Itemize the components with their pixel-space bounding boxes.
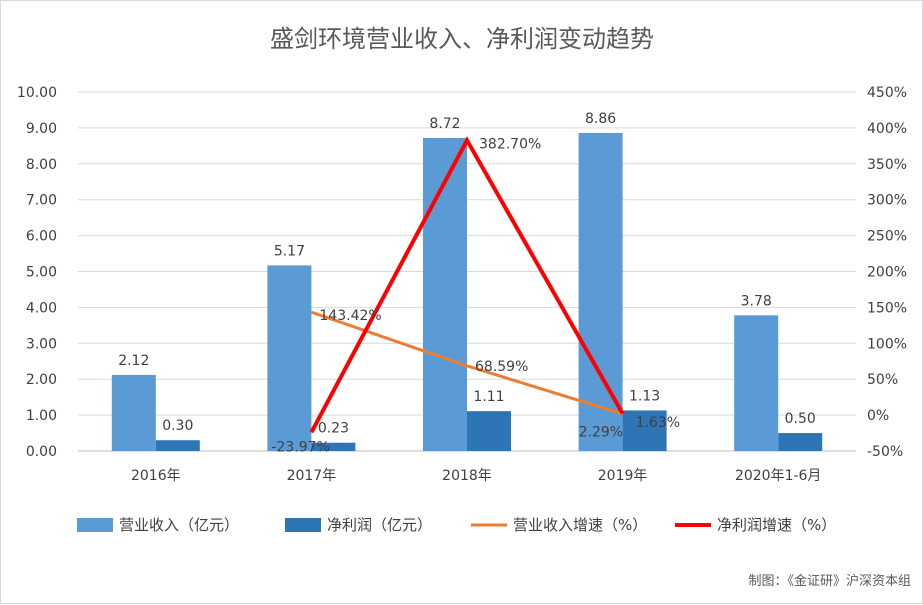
y-right-tick-label: 450%	[867, 85, 907, 101]
y-right-tick-label: 200%	[867, 265, 907, 281]
y-left-tick-label: 4.00	[26, 300, 57, 316]
legend-label: 营业收入增速（%）	[513, 516, 647, 534]
bar-data-label: 8.86	[585, 111, 616, 127]
y-left-tick-label: 1.00	[26, 408, 57, 424]
bar	[467, 411, 511, 451]
bar-data-label: 3.78	[741, 293, 772, 309]
bar	[734, 315, 779, 451]
bar-data-label: 0.23	[318, 421, 349, 437]
y-left-tick-label: 3.00	[26, 336, 57, 352]
y-left-tick-label: 9.00	[26, 121, 57, 137]
y-right-tick-label: 100%	[867, 336, 907, 352]
legend-swatch	[285, 518, 321, 532]
y-left-tick-label: 5.00	[26, 265, 57, 281]
bar-data-label: 1.11	[473, 389, 504, 405]
y-right-tick-label: 350%	[867, 157, 907, 173]
y-right-tick-label: 50%	[867, 372, 898, 388]
legend-label: 净利润（亿元）	[327, 516, 432, 534]
x-tick-label: 2020年1-6月	[735, 468, 822, 484]
y-right-tick-label: 150%	[867, 300, 907, 316]
bar-data-label: 8.72	[429, 116, 460, 132]
line-data-label: -23.97%	[271, 439, 329, 455]
series-line	[310, 310, 624, 416]
y-left-tick-label: 8.00	[26, 157, 57, 173]
bar-data-label: 1.13	[629, 388, 660, 404]
y-right-tick-label: -50%	[867, 444, 903, 460]
line-data-label: 68.59%	[475, 359, 528, 375]
y-left-tick-label: 6.00	[26, 229, 57, 245]
bar	[778, 433, 823, 451]
line-data-label: 1.63%	[636, 415, 680, 431]
bar-data-label: 0.50	[785, 411, 816, 427]
y-right-tick-label: 0%	[867, 408, 889, 424]
line-data-label: 2.29%	[579, 424, 623, 440]
bar	[155, 440, 200, 451]
legend: 营业收入（亿元） 净利润（亿元） 营业收入增速（%） 净利润增速（%）	[77, 516, 836, 534]
x-tick-label: 2016年	[131, 468, 181, 484]
y-right-tick-label: 300%	[867, 193, 907, 209]
legend-swatch	[77, 518, 113, 532]
legend-label: 营业收入（亿元）	[119, 516, 239, 534]
x-tick-label: 2018年	[442, 468, 492, 484]
axes: 0.00 1.00 2.00 3.00 4.00 5.00 6.00 7.00 8.00 9.00…	[17, 85, 907, 484]
bar-data-label: 5.17	[274, 243, 305, 259]
credit-text: 制图：《金证研》沪深资本组	[748, 573, 911, 589]
bar	[267, 265, 312, 451]
x-tick-label: 2019年	[598, 468, 648, 484]
bar-data-label: 2.12	[118, 353, 149, 369]
y-left-tick-label: 10.00	[17, 85, 57, 101]
lines	[309, 136, 625, 434]
legend-label: 净利润增速（%）	[717, 516, 836, 534]
bar-data-label: 0.30	[162, 418, 193, 434]
bar	[311, 442, 356, 451]
chart-title: 盛剑环境营业收入、净利润变动趋势	[270, 25, 654, 53]
series-line	[309, 136, 625, 434]
data-labels: 2.12 5.17 8.72 8.86 3.78 0.30 0.23 1.11 1.13 0.50…	[118, 111, 816, 455]
x-tick-label: 2017年	[287, 468, 337, 484]
y-left-tick-label: 0.00	[26, 444, 57, 460]
bar	[111, 374, 156, 451]
y-right-tick-label: 400%	[867, 121, 907, 137]
y-right-tick-label: 250%	[867, 229, 907, 245]
bar	[423, 137, 467, 451]
y-left-tick-label: 7.00	[26, 193, 57, 209]
bar	[622, 410, 667, 451]
y-left-tick-label: 2.00	[26, 372, 57, 388]
line-data-label: 143.42%	[319, 308, 381, 324]
line-data-label: 382.70%	[479, 136, 541, 152]
bars	[111, 132, 823, 451]
